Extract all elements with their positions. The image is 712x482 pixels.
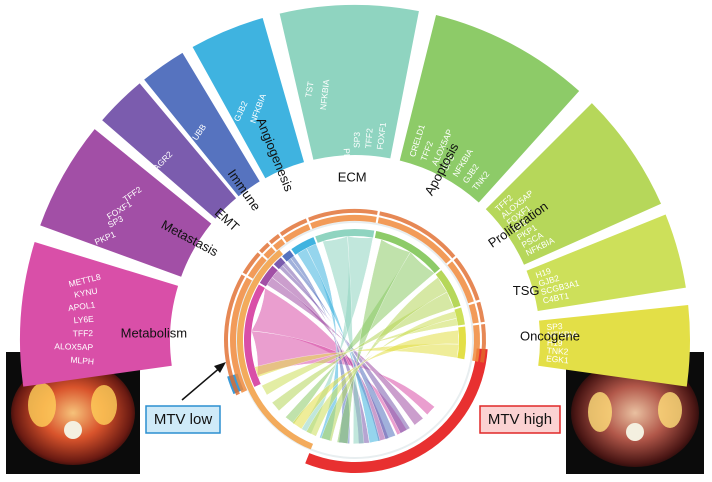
gene-name: MLPH xyxy=(70,355,94,367)
chord xyxy=(287,258,396,440)
segment xyxy=(315,229,375,243)
gene-name: SP3 xyxy=(352,132,362,148)
gene-name: NFKBIA xyxy=(318,79,331,111)
segment xyxy=(282,250,294,262)
segment-ring xyxy=(279,218,308,236)
gene-name: NFKBIA xyxy=(547,329,578,340)
wedge xyxy=(192,17,305,179)
segment-outer xyxy=(377,217,451,264)
segment xyxy=(454,307,465,326)
segment-ring xyxy=(480,324,486,363)
gene-name: EGK1 xyxy=(546,353,570,365)
gene-name: H19 xyxy=(547,338,563,348)
chord xyxy=(305,310,457,437)
segment xyxy=(244,284,265,387)
chord xyxy=(296,247,381,444)
segment-outer xyxy=(447,261,474,304)
chord xyxy=(322,236,365,445)
segment-outer xyxy=(468,303,479,324)
chord xyxy=(320,276,448,442)
segment-outer xyxy=(310,215,377,229)
mtv-high-box xyxy=(479,405,561,434)
segment xyxy=(374,231,441,274)
category-label: Oncogene xyxy=(520,329,580,344)
gene-name: KYNU xyxy=(73,285,98,299)
category-label: ECM xyxy=(338,169,367,184)
segment-ring xyxy=(379,211,456,259)
segment-ring xyxy=(476,301,485,323)
chord xyxy=(266,277,424,426)
wedge xyxy=(526,214,686,312)
segment-outer xyxy=(263,247,276,259)
mtv-low-label: MTV low xyxy=(154,411,213,428)
category-wedge: TNK2GJB2NFKBIASP3ALOX5APTFF2CRELD1Apopto… xyxy=(399,14,580,203)
gene-name: TST xyxy=(303,81,316,99)
mtv-high-label: MTV high xyxy=(488,411,552,428)
segment xyxy=(273,257,286,270)
gene-name: SP3 xyxy=(546,321,563,332)
wedge xyxy=(538,304,691,387)
mtv-low-box xyxy=(145,405,221,434)
segment-outer xyxy=(272,238,286,251)
gene-name: ALOX5AP xyxy=(54,341,93,352)
wedge xyxy=(19,242,179,387)
segment-ring xyxy=(269,234,281,245)
segment-outer xyxy=(283,224,311,243)
gene-name: TNK2 xyxy=(546,345,569,356)
gene-name: TFF2 xyxy=(73,328,94,338)
wedge xyxy=(40,129,212,277)
chords xyxy=(224,209,486,445)
chord xyxy=(292,329,460,430)
segment-ring xyxy=(224,274,246,396)
wedge xyxy=(279,4,419,160)
gene-name: PKP1 xyxy=(342,148,353,170)
segment-outer xyxy=(230,277,252,393)
chord xyxy=(336,238,411,445)
segment-outer xyxy=(247,256,267,279)
segment-ring xyxy=(453,257,480,301)
segment xyxy=(435,270,461,308)
wedge xyxy=(399,14,580,203)
category-label: TSG xyxy=(513,283,540,298)
mtv-high-arc xyxy=(305,348,488,474)
segment xyxy=(291,237,317,255)
segment-ring xyxy=(242,252,261,275)
gene-name: APOL1 xyxy=(67,300,96,314)
wedge xyxy=(485,103,662,265)
wedge xyxy=(102,83,237,219)
wedge xyxy=(144,52,260,197)
arrow xyxy=(181,362,226,401)
gene-name: TFF2 xyxy=(363,128,374,149)
segment-ring xyxy=(308,209,378,222)
gene-name: H19 xyxy=(534,266,552,281)
category-wedge: METTL8KYNUAPOL1LY6ETFF2ALOX5APMLPHMetabo… xyxy=(19,242,187,387)
segment-ring xyxy=(259,242,271,254)
category-label: Metabolism xyxy=(121,326,187,341)
bottom-arc xyxy=(236,249,314,450)
segment xyxy=(259,265,278,287)
segment xyxy=(457,326,466,360)
gene-name: FOXF1 xyxy=(375,121,389,150)
gene-name: LY6E xyxy=(73,314,94,326)
segment-outer xyxy=(472,324,481,362)
